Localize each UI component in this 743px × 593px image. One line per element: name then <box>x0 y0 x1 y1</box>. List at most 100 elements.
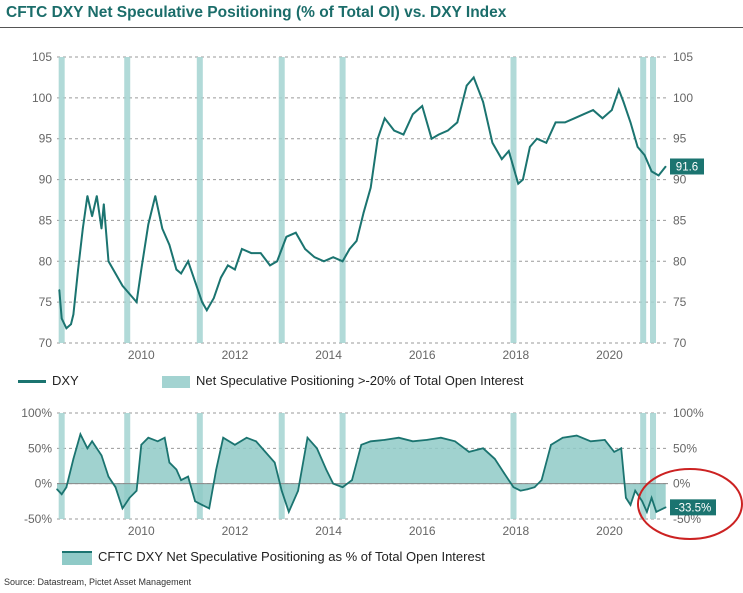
bottom-y-tick-left: 50% <box>28 441 52 455</box>
bottom-data-point <box>163 436 166 439</box>
top-data-point <box>437 133 440 136</box>
top-data-point <box>376 137 379 140</box>
bottom-data-point <box>147 436 150 439</box>
bottom-data-point <box>360 444 363 446</box>
top-data-point <box>564 121 566 124</box>
top-data-point <box>100 227 103 230</box>
bottom-data-point <box>325 468 328 471</box>
top-data-point <box>554 121 557 124</box>
top-data-point <box>500 158 503 160</box>
top-data-point <box>250 252 253 254</box>
bottom-band <box>510 413 517 519</box>
bottom-data-point <box>655 511 658 513</box>
top-y-tick-right: 70 <box>673 336 687 350</box>
top-y-tick-left: 75 <box>39 295 53 309</box>
legend-band: Net Speculative Positioning >-20% of Tot… <box>162 373 523 388</box>
top-data-point <box>508 150 510 152</box>
bottom-data-point <box>100 454 103 457</box>
bottom-data-point <box>341 486 344 489</box>
top-data-point <box>70 323 72 326</box>
bottom-band <box>124 413 131 519</box>
top-data-point <box>465 84 468 87</box>
bottom-y-tick-right: 0% <box>673 477 691 491</box>
bottom-data-point <box>56 488 58 491</box>
top-last-value-box <box>670 158 704 175</box>
bottom-data-point <box>280 489 283 492</box>
top-data-point <box>234 268 236 271</box>
bottom-data-point <box>526 488 529 491</box>
top-data-point <box>201 301 203 303</box>
top-data-point <box>430 137 433 140</box>
bottom-data-point <box>519 489 522 492</box>
top-data-point <box>313 256 316 259</box>
bottom-band <box>339 413 346 519</box>
bottom-data-point <box>107 475 110 478</box>
bottom-data-point <box>316 447 318 450</box>
top-panel: 70 70 75 75 80 80 85 85 90 90 95 95 100 100 105 105 2010… <box>32 50 704 362</box>
top-data-point <box>412 113 414 115</box>
bottom-band <box>650 413 657 519</box>
bottom-band <box>196 413 203 519</box>
top-data-point <box>393 129 395 132</box>
top-data-point <box>529 146 531 148</box>
top-band <box>124 57 131 343</box>
bottom-data-point <box>91 440 93 443</box>
top-data-point <box>545 142 548 144</box>
bottom-data-point <box>273 461 276 464</box>
bottom-y-tick-left: -50% <box>24 512 52 526</box>
bottom-data-point <box>60 493 63 496</box>
bottom-data-point <box>187 475 189 478</box>
bottom-band <box>58 413 65 519</box>
top-data-point <box>573 117 576 120</box>
bottom-data-point <box>613 451 615 453</box>
bottom-y-tick-right: -50% <box>673 512 701 526</box>
top-y-tick-right: 95 <box>673 132 687 146</box>
bottom-data-point <box>426 439 428 441</box>
highlight-ellipse <box>637 468 743 540</box>
top-data-point <box>472 76 475 79</box>
top-data-point <box>58 289 61 291</box>
bottom-data-point <box>412 440 414 443</box>
bottom-data-point <box>468 451 470 453</box>
bottom-y-tick-right: 50% <box>673 441 697 455</box>
top-data-point <box>241 248 243 250</box>
top-data-point <box>629 121 632 124</box>
top-data-point <box>194 280 196 283</box>
top-data-point <box>517 182 519 185</box>
bottom-data-point <box>561 436 564 439</box>
top-band <box>640 57 647 343</box>
source-note: Source: Datastream, Pictet Asset Managem… <box>4 577 192 587</box>
bottom-data-point <box>482 447 484 450</box>
bottom-data-point <box>128 497 131 499</box>
top-y-tick-right: 105 <box>673 50 693 64</box>
top-x-tick: 2020 <box>596 348 623 362</box>
legend-band-label: Net Speculative Positioning >-20% of Tot… <box>196 373 524 388</box>
top-data-point <box>86 195 89 197</box>
top-data-point <box>161 227 164 230</box>
top-y-tick-left: 85 <box>39 213 53 227</box>
bottom-panel: 100% 100% 50% 50% 0% 0% -50% -50% 2010 2012 2014 20… <box>21 406 743 540</box>
legend-area-label: CFTC DXY Net Speculative Positioning as … <box>98 549 485 564</box>
bottom-data-point <box>245 436 248 439</box>
bottom-x-tick: 2010 <box>128 524 155 538</box>
legend-line-swatch <box>18 380 46 384</box>
top-data-point <box>187 260 189 263</box>
top-y-tick-right: 90 <box>673 173 687 187</box>
legend-area-swatch <box>62 550 92 565</box>
bottom-data-point <box>306 436 309 439</box>
bottom-data-point <box>208 507 210 510</box>
bottom-data-point <box>646 511 648 513</box>
bottom-data-point <box>512 486 515 489</box>
bottom-data-point <box>201 504 203 506</box>
bottom-data-point <box>287 511 290 513</box>
top-data-point <box>91 215 93 218</box>
title-divider <box>0 27 743 28</box>
bottom-data-point <box>65 486 68 489</box>
legend-dxy-label: DXY <box>52 373 79 388</box>
top-data-point <box>611 109 613 111</box>
bottom-y-tick-right: 100% <box>673 406 704 420</box>
bottom-x-tick: 2020 <box>596 524 623 538</box>
bottom-data-point <box>72 458 75 460</box>
bottom-data-point <box>397 436 400 439</box>
top-band <box>278 57 285 343</box>
